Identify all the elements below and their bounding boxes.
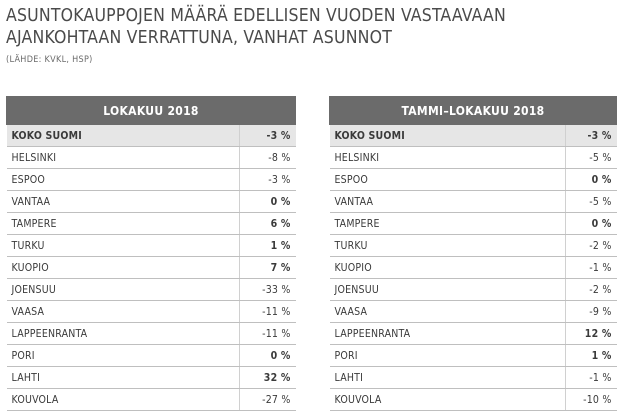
- city-cell: LAHTI: [6, 366, 240, 389]
- city-cell: TAMPERE: [329, 212, 566, 235]
- change-value-cell: -5 %: [565, 146, 617, 169]
- city-cell: VANTAA: [329, 190, 566, 213]
- table-row: KUOPIO 7 %: [6, 256, 296, 279]
- table-row: JOENSUU -2 %: [329, 278, 617, 301]
- table-row: PORI 0 %: [6, 344, 296, 367]
- title-line-2: AJANKOHTAAN VERRATTUNA, VANHAT ASUNNOT: [6, 28, 393, 48]
- table-row: KOUVOLA -27 %: [6, 388, 296, 411]
- city-cell: KOKO SUOMI: [329, 124, 566, 147]
- change-value-cell: 12 %: [565, 322, 617, 345]
- city-cell: ESPOO: [6, 168, 240, 191]
- page-title: ASUNTOKAUPPOJEN MÄÄRÄ EDELLISEN VUODEN V…: [6, 5, 506, 49]
- table-row: KOKO SUOMI -3 %: [329, 124, 617, 147]
- table-row: LAPPEENRANTA -11 %: [6, 322, 296, 345]
- change-value-cell: -33 %: [239, 278, 296, 301]
- table-row: KUOPIO -1 %: [329, 256, 617, 279]
- change-value-cell: 6 %: [239, 212, 296, 235]
- city-cell: PORI: [6, 344, 240, 367]
- change-value-cell: 0 %: [239, 344, 296, 367]
- source-note: (LÄHDE: KVKL, HSP): [6, 55, 93, 65]
- change-value-cell: -9 %: [565, 300, 617, 323]
- change-value-cell: 0 %: [565, 168, 617, 191]
- city-cell: KOUVOLA: [329, 388, 566, 411]
- change-value-cell: -1 %: [565, 366, 617, 389]
- city-cell: HELSINKI: [6, 146, 240, 169]
- city-cell: VAASA: [6, 300, 240, 323]
- table-header: LOKAKUU 2018: [6, 96, 296, 125]
- change-value-cell: 0 %: [565, 212, 617, 235]
- table-row: TURKU 1 %: [6, 234, 296, 257]
- change-value-cell: -3 %: [239, 124, 296, 147]
- city-cell: KUOPIO: [329, 256, 566, 279]
- title-line-1: ASUNTOKAUPPOJEN MÄÄRÄ EDELLISEN VUODEN V…: [6, 6, 506, 26]
- table-row: VAASA -9 %: [329, 300, 617, 323]
- table-january-october-2018: TAMMI–LOKAKUU 2018 KOKO SUOMI -3 % HELSINK…: [329, 96, 617, 411]
- change-value-cell: -8 %: [239, 146, 296, 169]
- table-row: VANTAA 0 %: [6, 190, 296, 213]
- city-cell: LAPPEENRANTA: [6, 322, 240, 345]
- city-cell: TAMPERE: [6, 212, 240, 235]
- change-value-cell: -5 %: [565, 190, 617, 213]
- change-value-cell: -1 %: [565, 256, 617, 279]
- city-cell: JOENSUU: [329, 278, 566, 301]
- change-value-cell: 1 %: [239, 234, 296, 257]
- table-row: ESPOO 0 %: [329, 168, 617, 191]
- table-row: JOENSUU -33 %: [6, 278, 296, 301]
- change-value-cell: -2 %: [565, 234, 617, 257]
- table-row: LAPPEENRANTA 12 %: [329, 322, 617, 345]
- city-cell: KOKO SUOMI: [6, 124, 240, 147]
- table-row: TAMPERE 6 %: [6, 212, 296, 235]
- city-cell: TURKU: [6, 234, 240, 257]
- change-value-cell: 1 %: [565, 344, 617, 367]
- table-row: KOUVOLA -10 %: [329, 388, 617, 411]
- table-row: HELSINKI -8 %: [6, 146, 296, 169]
- city-cell: TURKU: [329, 234, 566, 257]
- city-cell: PORI: [329, 344, 566, 367]
- table-row: LAHTI -1 %: [329, 366, 617, 389]
- city-cell: ESPOO: [329, 168, 566, 191]
- table-row: VAASA -11 %: [6, 300, 296, 323]
- table-row: TAMPERE 0 %: [329, 212, 617, 235]
- change-value-cell: -11 %: [239, 300, 296, 323]
- city-cell: JOENSUU: [6, 278, 240, 301]
- table-row: HELSINKI -5 %: [329, 146, 617, 169]
- table-row: VANTAA -5 %: [329, 190, 617, 213]
- city-cell: KUOPIO: [6, 256, 240, 279]
- table-row: KOKO SUOMI -3 %: [6, 124, 296, 147]
- table-row: ESPOO -3 %: [6, 168, 296, 191]
- change-value-cell: -11 %: [239, 322, 296, 345]
- table-october-2018: LOKAKUU 2018 KOKO SUOMI -3 % HELSINKI -8 % E…: [6, 96, 296, 411]
- table-row: PORI 1 %: [329, 344, 617, 367]
- city-cell: VANTAA: [6, 190, 240, 213]
- table-header: TAMMI–LOKAKUU 2018: [329, 96, 617, 125]
- city-cell: LAHTI: [329, 366, 566, 389]
- table-row: TURKU -2 %: [329, 234, 617, 257]
- change-value-cell: -27 %: [239, 388, 296, 411]
- city-cell: KOUVOLA: [6, 388, 240, 411]
- change-value-cell: 32 %: [239, 366, 296, 389]
- city-cell: VAASA: [329, 300, 566, 323]
- city-cell: LAPPEENRANTA: [329, 322, 566, 345]
- city-cell: HELSINKI: [329, 146, 566, 169]
- change-value-cell: -10 %: [565, 388, 617, 411]
- change-value-cell: -3 %: [239, 168, 296, 191]
- change-value-cell: -3 %: [565, 124, 617, 147]
- change-value-cell: 0 %: [239, 190, 296, 213]
- table-row: LAHTI 32 %: [6, 366, 296, 389]
- change-value-cell: 7 %: [239, 256, 296, 279]
- change-value-cell: -2 %: [565, 278, 617, 301]
